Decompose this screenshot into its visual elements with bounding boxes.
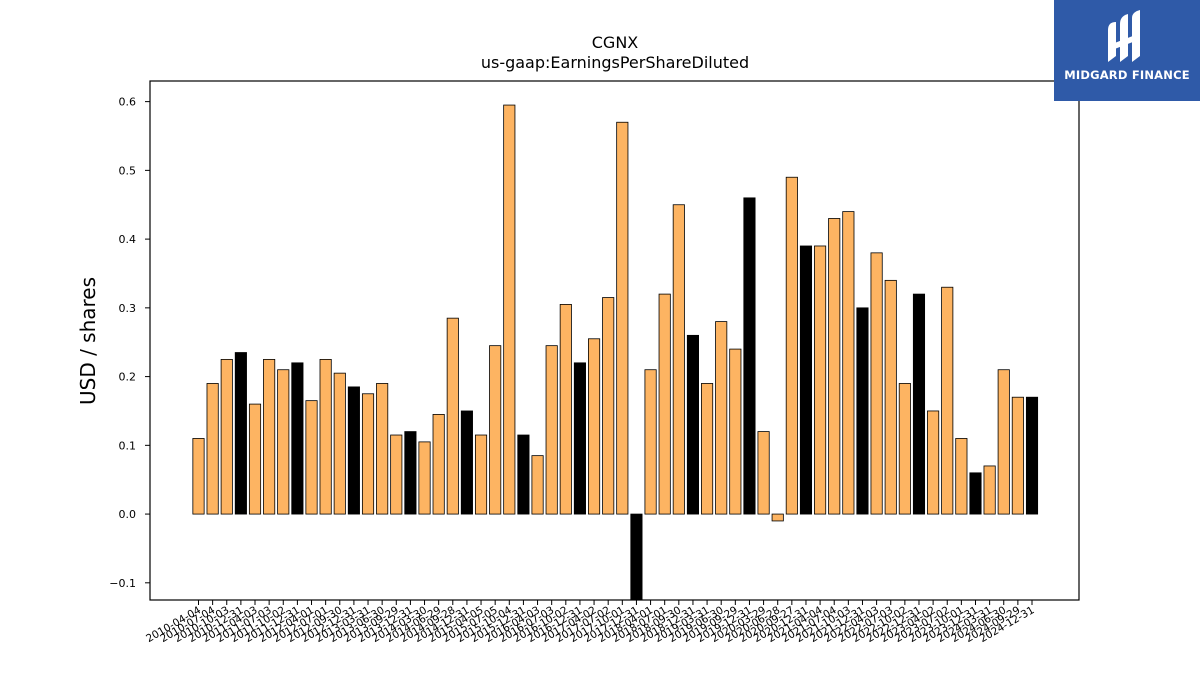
bar-2010-07-04 bbox=[206, 383, 219, 515]
midgard-finance-logo: MIDGARD FINANCE bbox=[1054, 0, 1200, 101]
bar-2024-06-30 bbox=[997, 369, 1010, 515]
bar-2019-09-29 bbox=[729, 348, 742, 515]
bar-2016-10-02 bbox=[559, 304, 572, 515]
bar-2018-04-01 bbox=[644, 369, 657, 515]
chart-subtitle: us-gaap:EarningsPerShareDiluted bbox=[481, 53, 749, 72]
bar-2010-12-31 bbox=[234, 352, 247, 515]
bar-2012-12-31 bbox=[347, 386, 360, 515]
bar-2014-12-31 bbox=[460, 410, 473, 515]
bar-2021-07-04 bbox=[828, 218, 841, 515]
bar-2020-03-29 bbox=[757, 431, 770, 515]
bar-2021-12-31 bbox=[856, 307, 869, 515]
bar-2022-04-03 bbox=[870, 252, 883, 515]
bar-2014-09-28 bbox=[446, 317, 459, 515]
bar-2017-04-02 bbox=[588, 338, 601, 515]
bar-2015-07-05 bbox=[489, 345, 502, 515]
bar-2019-03-31 bbox=[701, 383, 714, 515]
midgard-logo-icon bbox=[1108, 10, 1140, 62]
bar-2023-07-02 bbox=[941, 286, 954, 515]
bar-2012-09-30 bbox=[333, 372, 346, 515]
y-tick-label: 0.1 bbox=[119, 439, 137, 452]
bar-2020-09-27 bbox=[785, 176, 798, 515]
bar-2015-04-05 bbox=[474, 434, 488, 515]
bar-2012-04-01 bbox=[305, 400, 318, 515]
y-axis-ticks: −0.1 0.0 0.1 0.2 0.3 0.4 0.5 0.6 bbox=[109, 96, 150, 590]
y-tick-label: 0.6 bbox=[119, 96, 137, 109]
logo-text: MIDGARD FINANCE bbox=[1064, 68, 1190, 82]
bar-2013-03-31 bbox=[361, 393, 375, 515]
bar-2018-12-31 bbox=[686, 334, 699, 515]
bar-2021-04-04 bbox=[814, 245, 827, 515]
bar-2013-12-31 bbox=[404, 431, 417, 515]
bar-2020-06-28 bbox=[771, 513, 784, 522]
bar-2021-10-03 bbox=[842, 211, 855, 515]
bar-2012-07-01 bbox=[319, 358, 332, 515]
bar-2023-12-31 bbox=[969, 472, 982, 515]
bar-2023-10-01 bbox=[955, 438, 968, 515]
bar-2023-04-02 bbox=[927, 410, 940, 515]
bar-2013-09-29 bbox=[390, 434, 403, 515]
bar-2015-12-31 bbox=[517, 434, 530, 515]
bar-2020-12-31 bbox=[799, 245, 813, 515]
bar-2018-07-01 bbox=[658, 293, 671, 515]
bar-2022-10-02 bbox=[898, 383, 911, 515]
y-tick-label: 0.4 bbox=[119, 233, 137, 246]
bar-2024-09-29 bbox=[1011, 396, 1024, 515]
bar-2017-07-02 bbox=[602, 297, 615, 515]
y-tick-label: 0.3 bbox=[119, 302, 137, 315]
bar-2024-12-31 bbox=[1025, 396, 1039, 515]
bar-2017-10-01 bbox=[616, 121, 629, 515]
plot-frame bbox=[149, 80, 1080, 601]
x-axis-ticks: 2010-04-042010-07-042010-10-032010-12-31… bbox=[144, 600, 1037, 645]
bar-2011-12-31 bbox=[291, 362, 304, 515]
bar-2022-12-31 bbox=[912, 293, 926, 515]
y-axis-label: USD / shares bbox=[76, 277, 100, 405]
bar-2011-04-03 bbox=[248, 403, 262, 515]
bar-2018-09-30 bbox=[672, 204, 685, 515]
bar-2015-10-04 bbox=[503, 104, 516, 515]
bar-2016-04-03 bbox=[531, 455, 544, 515]
bar-2016-07-03 bbox=[545, 345, 558, 515]
bar-2011-07-03 bbox=[263, 358, 276, 515]
bar-2010-10-03 bbox=[220, 358, 233, 515]
bars bbox=[192, 104, 1039, 601]
bar-2011-10-02 bbox=[277, 369, 290, 515]
bar-2017-12-31 bbox=[630, 513, 643, 601]
y-tick-label: −0.1 bbox=[109, 577, 136, 590]
bar-2014-03-30 bbox=[418, 441, 431, 515]
bar-2016-12-31 bbox=[573, 362, 586, 515]
bar-2024-03-31 bbox=[983, 465, 996, 515]
y-tick-label: 0.2 bbox=[119, 371, 137, 384]
y-tick-label: 0.5 bbox=[119, 164, 137, 177]
bar-2013-06-30 bbox=[376, 383, 389, 515]
bar-2010-04-04 bbox=[192, 438, 205, 515]
bar-2019-12-31 bbox=[743, 197, 756, 515]
bar-2022-07-03 bbox=[884, 279, 897, 515]
y-tick-label: 0.0 bbox=[119, 508, 137, 521]
bar-2019-06-30 bbox=[715, 321, 728, 515]
bar-2014-06-29 bbox=[432, 413, 445, 515]
chart-title: CGNX bbox=[592, 33, 639, 52]
